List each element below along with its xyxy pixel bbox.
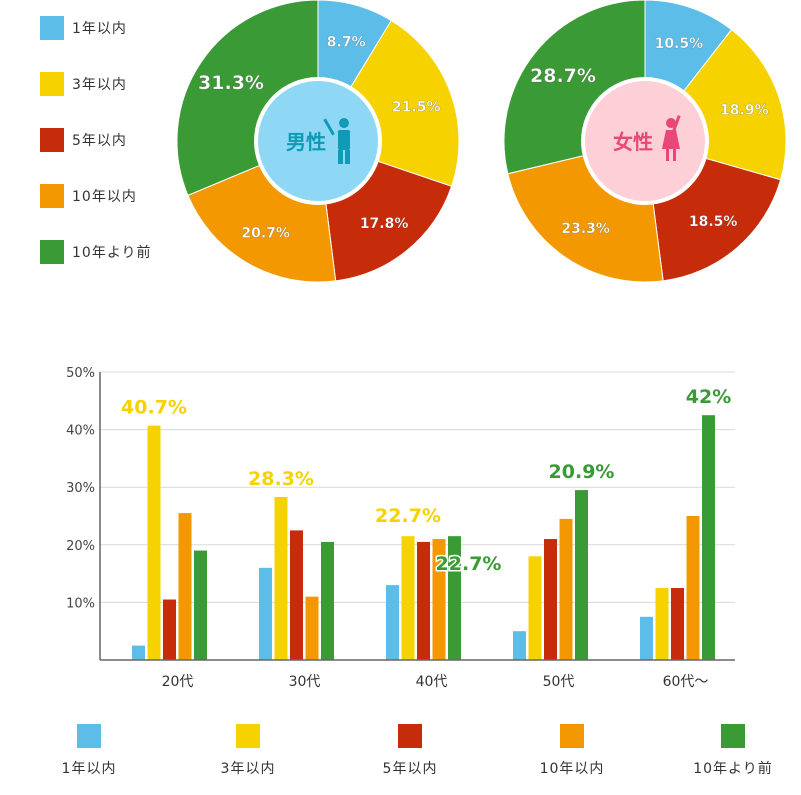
pie-slice-label: 8.7% [327,34,366,50]
bar-legend-label: 5年以内 [382,761,438,777]
bar [448,536,461,660]
bar [194,550,207,660]
bar [575,490,588,660]
pie-slice-label: 17.8% [360,216,409,232]
pie-slice-label: 21.5% [392,99,441,115]
bar-chart-bars [132,415,715,660]
bar-legend-swatch [236,724,260,748]
bar [132,645,145,660]
bar [147,425,161,660]
legend-label: 3年以内 [72,77,127,93]
bar-legend-label: 10年より前 [693,761,773,777]
bar [544,539,557,660]
pie-charts: 8.7% 21.5% 17.8% 20.7% 31.3% 男性 10.5% 18.9% 18.… [176,0,787,283]
bar-legend-swatch [77,724,101,748]
bar-annotation: 28.3% [248,468,314,490]
pie-center [585,81,705,201]
bar-legend-label: 1年以内 [61,761,117,777]
bar [559,518,573,660]
bar-chart-axes: 20代 30代 40代 50代 60代～ [99,372,735,690]
bar-annotation: 22.7% [436,553,502,575]
bar [321,541,334,660]
bar [671,588,684,660]
x-tick-label: 30代 [289,674,321,690]
legend-swatch [40,184,64,208]
bar [274,496,288,660]
legend-swatch [40,16,64,40]
pie-slice-label: 28.7% [530,65,596,87]
y-tick-label: 10% [66,596,95,611]
legend-item: 10年より前 [40,240,152,264]
bar [386,585,399,660]
male-person-icon [323,118,350,164]
bar-legend-item: 3年以内 [188,724,308,778]
bar-annotation: 22.7% [375,505,441,527]
x-tick-label: 50代 [543,674,575,690]
bar [163,599,176,660]
bar-legend-label: 3年以内 [220,761,276,777]
bar-chart-annotations: 40.7% 28.3% 22.7% 22.7% 20.9% 42% [120,385,733,577]
pie-slice-label: 10.5% [655,36,704,52]
bar [305,596,319,660]
bar [640,616,653,660]
bar-legend-swatch [721,724,745,748]
bar [417,541,430,660]
bar [528,556,542,660]
bar [655,588,669,660]
legend-swatch [40,72,64,96]
x-tick-label: 60代～ [663,674,709,690]
pie-slice-label: 23.3% [561,221,610,237]
legend-label: 10年より前 [72,245,152,261]
bar [290,530,303,660]
legend-item: 1年以内 [40,16,127,40]
bar-legend-swatch [398,724,422,748]
legend-swatch [40,128,64,152]
bar [259,567,272,660]
legend-item: 10年以内 [40,184,137,208]
x-tick-label: 20代 [162,674,194,690]
bar-annotation: 42% [686,386,731,408]
pie-center-title: 男性 [286,130,326,154]
bar [401,536,415,660]
bar-legend-label: 10年以内 [539,761,605,777]
bar [432,539,446,660]
bar-annotation: 40.7% [121,397,187,419]
legend-item: 3年以内 [40,72,127,96]
y-tick-label: 40% [66,424,95,439]
legend-label: 1年以内 [72,21,127,37]
female-person-icon [662,115,681,161]
pie-slice-label: 18.9% [720,103,769,119]
pie-slice-label: 18.5% [689,214,738,230]
legend-swatch [40,240,64,264]
bar-legend-item: 5年以内 [350,724,470,778]
bar-chart: 10% 20% 30% 40% 50% 20代 30代 40代 50代 60代～ 40.7% 28… [66,366,735,690]
bar-legend: 1年以内 3年以内 5年以内 10年以内 10年より前 [0,724,801,784]
bar [178,513,192,660]
y-tick-label: 30% [66,481,95,496]
bar [686,516,700,660]
bar-legend-item: 10年より前 [673,724,793,778]
pie-center [258,81,378,201]
x-tick-label: 40代 [416,674,448,690]
legend-item: 5年以内 [40,128,127,152]
y-tick-label: 50% [66,366,95,381]
pie-slice-label: 20.7% [241,225,290,241]
bar [702,415,715,660]
bar-legend-item: 1年以内 [29,724,149,778]
bar-legend-swatch [560,724,584,748]
bar [513,631,526,660]
pie-slice-label: 31.3% [198,72,264,94]
pie-chart-male: 8.7% 21.5% 17.8% 20.7% 31.3% 男性 [176,0,460,283]
pie-center-title: 女性 [613,130,653,154]
legend-label: 10年以内 [72,189,137,205]
bar-annotation: 20.9% [549,461,615,483]
bar-legend-item: 10年以内 [512,724,632,778]
pie-chart-female: 10.5% 18.9% 18.5% 23.3% 28.7% 女性 [503,0,787,283]
y-tick-label: 20% [66,539,95,554]
legend-label: 5年以内 [72,133,127,149]
